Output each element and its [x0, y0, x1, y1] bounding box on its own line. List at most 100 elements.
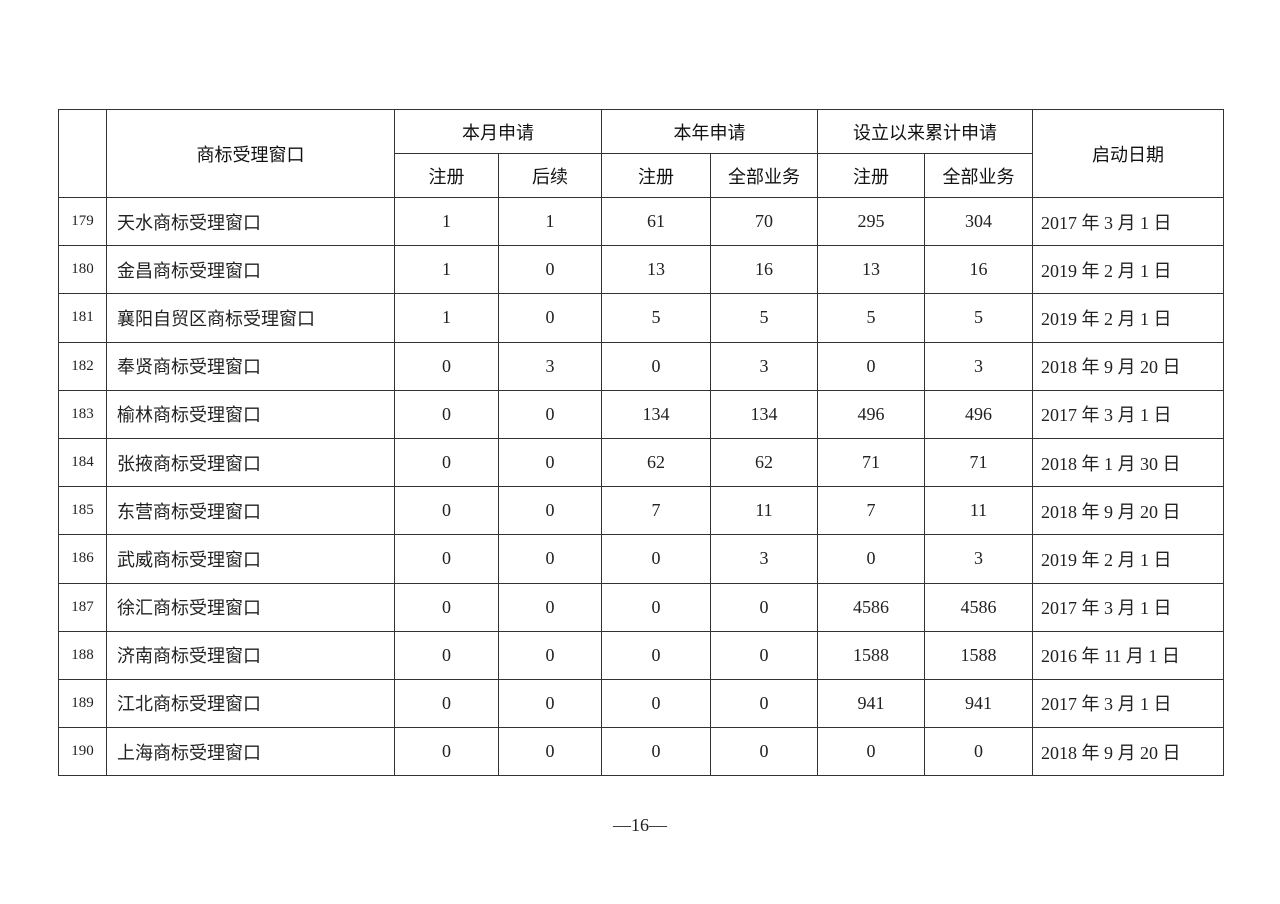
table-row: 180 金昌商标受理窗口 1 0 13 16 13 16 2019 年 2 月 1 日: [58, 245, 1224, 295]
cumulative-all-cell: 496: [924, 389, 1033, 439]
year-all-cell: 0: [710, 678, 818, 729]
window-name-cell: 天水商标受理窗口: [106, 196, 395, 247]
header-year-register: 注册: [601, 153, 711, 198]
year-register-cell: 0: [601, 534, 711, 584]
header-month-register: 注册: [394, 153, 499, 198]
year-all-cell: 3: [710, 341, 818, 391]
window-name-cell: 奉贤商标受理窗口: [106, 341, 395, 391]
month-register-cell: 0: [394, 727, 499, 777]
window-name-cell: 江北商标受理窗口: [106, 678, 395, 729]
year-all-cell: 0: [710, 582, 818, 632]
row-index-cell: 183: [58, 389, 107, 439]
row-index-cell: 188: [58, 630, 107, 680]
year-all-cell: 0: [710, 727, 818, 777]
cumulative-register-cell: 0: [817, 727, 925, 777]
cumulative-all-cell: 1588: [924, 630, 1033, 680]
start-date-cell: 2019 年 2 月 1 日: [1032, 534, 1224, 584]
page-number: —16—: [613, 815, 667, 835]
table-row: 186 武威商标受理窗口 0 0 0 3 0 3 2019 年 2 月 1 日: [58, 534, 1224, 584]
header-window-name: 商标受理窗口: [106, 109, 395, 198]
cumulative-register-cell: 1588: [817, 630, 925, 680]
year-register-cell: 5: [601, 293, 711, 343]
cumulative-register-cell: 71: [817, 437, 925, 488]
year-all-cell: 16: [710, 245, 818, 295]
month-follow-cell: 0: [498, 486, 602, 536]
month-register-cell: 0: [394, 678, 499, 729]
month-register-cell: 1: [394, 245, 499, 295]
month-register-cell: 0: [394, 389, 499, 439]
table-body: 179 天水商标受理窗口 1 1 61 70 295 304 2017 年 3 月 1 日 180…: [58, 196, 1224, 777]
trademark-window-table: 商标受理窗口 本月申请 本年申请 设立以来累计申请 启动日期 注册 后续 注册 …: [58, 109, 1224, 777]
year-register-cell: 13: [601, 245, 711, 295]
header-cumulative: 设立以来累计申请: [817, 109, 1033, 154]
cumulative-all-cell: 304: [924, 196, 1033, 247]
month-register-cell: 0: [394, 630, 499, 680]
start-date-cell: 2017 年 3 月 1 日: [1032, 389, 1224, 439]
year-register-cell: 0: [601, 582, 711, 632]
table-row: 179 天水商标受理窗口 1 1 61 70 295 304 2017 年 3 月 1 日: [58, 196, 1224, 247]
start-date-cell: 2016 年 11 月 1 日: [1032, 630, 1224, 680]
month-follow-cell: 0: [498, 245, 602, 295]
year-all-cell: 70: [710, 196, 818, 247]
year-register-cell: 61: [601, 196, 711, 247]
cumulative-all-cell: 4586: [924, 582, 1033, 632]
table-row: 185 东营商标受理窗口 0 0 7 11 7 11 2018 年 9 月 20 日: [58, 486, 1224, 536]
start-date-cell: 2017 年 3 月 1 日: [1032, 678, 1224, 729]
window-name-cell: 榆林商标受理窗口: [106, 389, 395, 439]
table-row: 189 江北商标受理窗口 0 0 0 0 941 941 2017 年 3 月 1 日: [58, 678, 1224, 729]
cumulative-all-cell: 11: [924, 486, 1033, 536]
year-all-cell: 134: [710, 389, 818, 439]
year-all-cell: 0: [710, 630, 818, 680]
header-year-all: 全部业务: [710, 153, 818, 198]
month-follow-cell: 0: [498, 293, 602, 343]
cumulative-register-cell: 5: [817, 293, 925, 343]
header-month: 本月申请: [394, 109, 602, 154]
cumulative-all-cell: 71: [924, 437, 1033, 488]
window-name-cell: 武威商标受理窗口: [106, 534, 395, 584]
month-follow-cell: 0: [498, 389, 602, 439]
table-row: 183 榆林商标受理窗口 0 0 134 134 496 496 2017 年 3 月 1 日: [58, 389, 1224, 439]
month-register-cell: 0: [394, 486, 499, 536]
year-register-cell: 134: [601, 389, 711, 439]
start-date-cell: 2019 年 2 月 1 日: [1032, 245, 1224, 295]
window-name-cell: 金昌商标受理窗口: [106, 245, 395, 295]
row-index-cell: 190: [58, 727, 107, 777]
window-name-cell: 济南商标受理窗口: [106, 630, 395, 680]
year-register-cell: 0: [601, 678, 711, 729]
month-follow-cell: 3: [498, 341, 602, 391]
row-index-cell: 189: [58, 678, 107, 729]
header-index: [58, 109, 107, 198]
row-index-cell: 184: [58, 437, 107, 488]
year-all-cell: 3: [710, 534, 818, 584]
row-index-cell: 185: [58, 486, 107, 536]
header-start-date: 启动日期: [1032, 109, 1224, 198]
month-follow-cell: 0: [498, 582, 602, 632]
cumulative-register-cell: 0: [817, 341, 925, 391]
row-index-cell: 181: [58, 293, 107, 343]
month-follow-cell: 0: [498, 678, 602, 729]
month-follow-cell: 0: [498, 437, 602, 488]
start-date-cell: 2018 年 9 月 20 日: [1032, 727, 1224, 777]
cumulative-register-cell: 13: [817, 245, 925, 295]
month-follow-cell: 0: [498, 534, 602, 584]
year-register-cell: 62: [601, 437, 711, 488]
window-name-cell: 东营商标受理窗口: [106, 486, 395, 536]
cumulative-register-cell: 7: [817, 486, 925, 536]
start-date-cell: 2018 年 9 月 20 日: [1032, 486, 1224, 536]
cumulative-register-cell: 4586: [817, 582, 925, 632]
month-follow-cell: 0: [498, 727, 602, 777]
window-name-cell: 襄阳自贸区商标受理窗口: [106, 293, 395, 343]
year-register-cell: 0: [601, 341, 711, 391]
start-date-cell: 2017 年 3 月 1 日: [1032, 582, 1224, 632]
table-row: 184 张掖商标受理窗口 0 0 62 62 71 71 2018 年 1 月 30 日: [58, 437, 1224, 488]
month-register-cell: 0: [394, 341, 499, 391]
window-name-cell: 张掖商标受理窗口: [106, 437, 395, 488]
cumulative-register-cell: 295: [817, 196, 925, 247]
table-row: 188 济南商标受理窗口 0 0 0 0 1588 1588 2016 年 11 月 1 日: [58, 630, 1224, 680]
year-register-cell: 0: [601, 630, 711, 680]
table-row: 190 上海商标受理窗口 0 0 0 0 0 0 2018 年 9 月 20 日: [58, 727, 1224, 777]
month-follow-cell: 0: [498, 630, 602, 680]
year-all-cell: 62: [710, 437, 818, 488]
cumulative-all-cell: 3: [924, 534, 1033, 584]
row-index-cell: 182: [58, 341, 107, 391]
